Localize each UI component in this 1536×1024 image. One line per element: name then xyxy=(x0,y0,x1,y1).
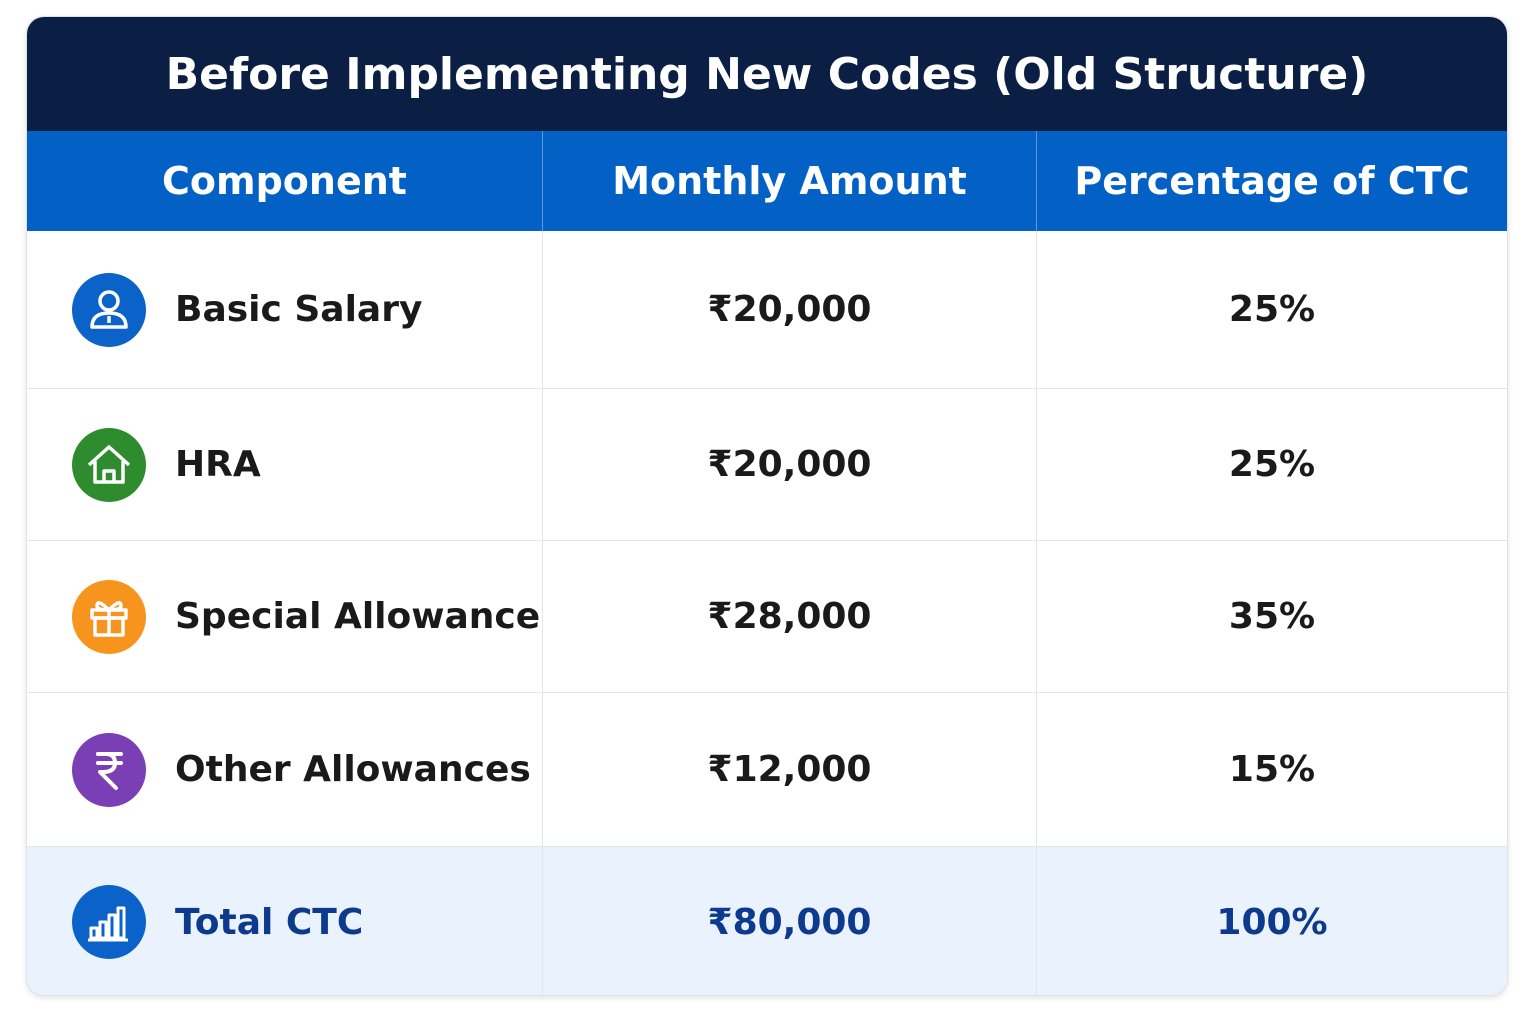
component-cell: Special Allowance xyxy=(27,541,543,693)
component-name: Basic Salary xyxy=(175,289,423,330)
column-header: Percentage of CTC xyxy=(1037,131,1507,231)
component-name: Special Allowance xyxy=(175,596,541,637)
percentage-cell: 15% xyxy=(1037,693,1507,847)
component-name: Total CTC xyxy=(175,901,364,943)
percentage-cell: 25% xyxy=(1037,389,1507,541)
salary-table-card: Before Implementing New Codes (Old Struc… xyxy=(26,16,1508,996)
percentage-cell: 35% xyxy=(1037,541,1507,693)
component-name: HRA xyxy=(175,444,261,485)
amount-cell: ₹80,000 xyxy=(543,847,1037,995)
gift-icon xyxy=(72,579,146,654)
column-header: Monthly Amount xyxy=(543,131,1037,231)
amount-cell: ₹28,000 xyxy=(543,541,1037,693)
component-cell: Other Allowances xyxy=(27,693,543,847)
column-header: Component xyxy=(27,131,543,231)
component-cell: Basic Salary xyxy=(27,231,543,389)
component-cell: Total CTC xyxy=(27,847,543,995)
percentage-cell: 25% xyxy=(1037,231,1507,389)
component-cell: HRA xyxy=(27,389,543,541)
salary-table: Component Monthly Amount Percentage of C… xyxy=(27,131,1507,995)
amount-cell: ₹20,000 xyxy=(543,231,1037,389)
amount-cell: ₹12,000 xyxy=(543,693,1037,847)
house-icon xyxy=(72,427,146,502)
component-name: Other Allowances xyxy=(175,749,531,790)
bar-chart-icon xyxy=(72,885,146,959)
rupee-icon xyxy=(72,732,146,807)
percentage-cell: 100% xyxy=(1037,847,1507,995)
amount-cell: ₹20,000 xyxy=(543,389,1037,541)
table-title: Before Implementing New Codes (Old Struc… xyxy=(27,17,1507,131)
person-icon xyxy=(72,272,146,347)
